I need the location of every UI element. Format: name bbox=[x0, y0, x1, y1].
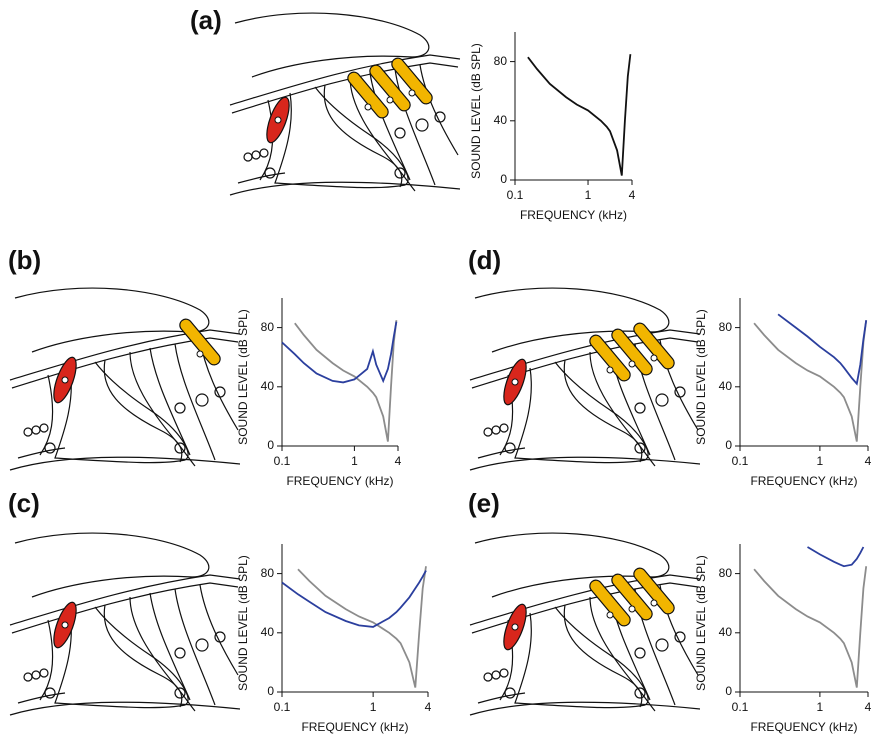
x-tick-label: 1 bbox=[817, 700, 824, 714]
y-axis-label: SOUND LEVEL (dB SPL) bbox=[469, 43, 483, 179]
x-tick-label: 0.1 bbox=[274, 700, 291, 714]
panel-label: (d) bbox=[468, 245, 501, 275]
y-axis-label: SOUND LEVEL (dB SPL) bbox=[236, 555, 250, 691]
curve bbox=[282, 322, 396, 383]
x-tick-label: 0.1 bbox=[274, 454, 291, 468]
x-tick-label: 4 bbox=[865, 700, 872, 714]
cross-section bbox=[10, 288, 240, 470]
x-tick-label: 4 bbox=[395, 454, 402, 468]
curve bbox=[528, 54, 631, 175]
y-tick-label: 0 bbox=[267, 438, 274, 452]
x-tick-label: 1 bbox=[370, 700, 377, 714]
curve bbox=[778, 314, 866, 384]
y-tick-label: 40 bbox=[261, 379, 275, 393]
cross-section bbox=[470, 533, 700, 715]
y-tick-label: 40 bbox=[261, 625, 275, 639]
cross-section bbox=[10, 533, 240, 715]
x-tick-label: 4 bbox=[865, 454, 872, 468]
curve bbox=[282, 571, 426, 627]
x-axis-label: FREQUENCY (kHz) bbox=[520, 208, 627, 222]
y-tick-label: 80 bbox=[719, 566, 733, 580]
y-tick-label: 80 bbox=[494, 54, 508, 68]
curve bbox=[808, 547, 864, 566]
y-tick-label: 40 bbox=[719, 379, 733, 393]
x-axis-label: FREQUENCY (kHz) bbox=[750, 720, 857, 734]
x-tick-label: 0.1 bbox=[507, 188, 524, 202]
y-axis-label: SOUND LEVEL (dB SPL) bbox=[694, 555, 708, 691]
x-tick-label: 1 bbox=[351, 454, 358, 468]
panel-label: (b) bbox=[8, 245, 41, 275]
y-tick-label: 0 bbox=[725, 438, 732, 452]
cross-section bbox=[470, 288, 700, 470]
y-axis-label: SOUND LEVEL (dB SPL) bbox=[236, 309, 250, 445]
y-tick-label: 40 bbox=[494, 113, 508, 127]
x-tick-label: 0.1 bbox=[732, 700, 749, 714]
panel-label: (e) bbox=[468, 488, 500, 518]
curve bbox=[298, 566, 426, 687]
y-tick-label: 80 bbox=[261, 320, 275, 334]
page: (a)040800.114SOUND LEVEL (dB SPL)FREQUEN… bbox=[0, 0, 877, 742]
x-tick-label: 4 bbox=[425, 700, 432, 714]
x-axis-label: FREQUENCY (kHz) bbox=[286, 474, 393, 488]
x-tick-label: 1 bbox=[585, 188, 592, 202]
panel-label: (c) bbox=[8, 488, 40, 518]
x-tick-label: 0.1 bbox=[732, 454, 749, 468]
curve bbox=[754, 566, 866, 687]
y-tick-label: 0 bbox=[500, 172, 507, 186]
y-tick-label: 80 bbox=[719, 320, 733, 334]
x-axis-label: FREQUENCY (kHz) bbox=[750, 474, 857, 488]
x-tick-label: 4 bbox=[629, 188, 636, 202]
figure: (a)040800.114SOUND LEVEL (dB SPL)FREQUEN… bbox=[0, 0, 877, 742]
y-axis-label: SOUND LEVEL (dB SPL) bbox=[694, 309, 708, 445]
x-axis-label: FREQUENCY (kHz) bbox=[301, 720, 408, 734]
y-tick-label: 0 bbox=[725, 684, 732, 698]
cross-section bbox=[230, 13, 460, 195]
y-tick-label: 0 bbox=[267, 684, 274, 698]
panel-label: (a) bbox=[190, 5, 222, 35]
y-tick-label: 40 bbox=[719, 625, 733, 639]
x-tick-label: 1 bbox=[817, 454, 824, 468]
y-tick-label: 80 bbox=[261, 566, 275, 580]
